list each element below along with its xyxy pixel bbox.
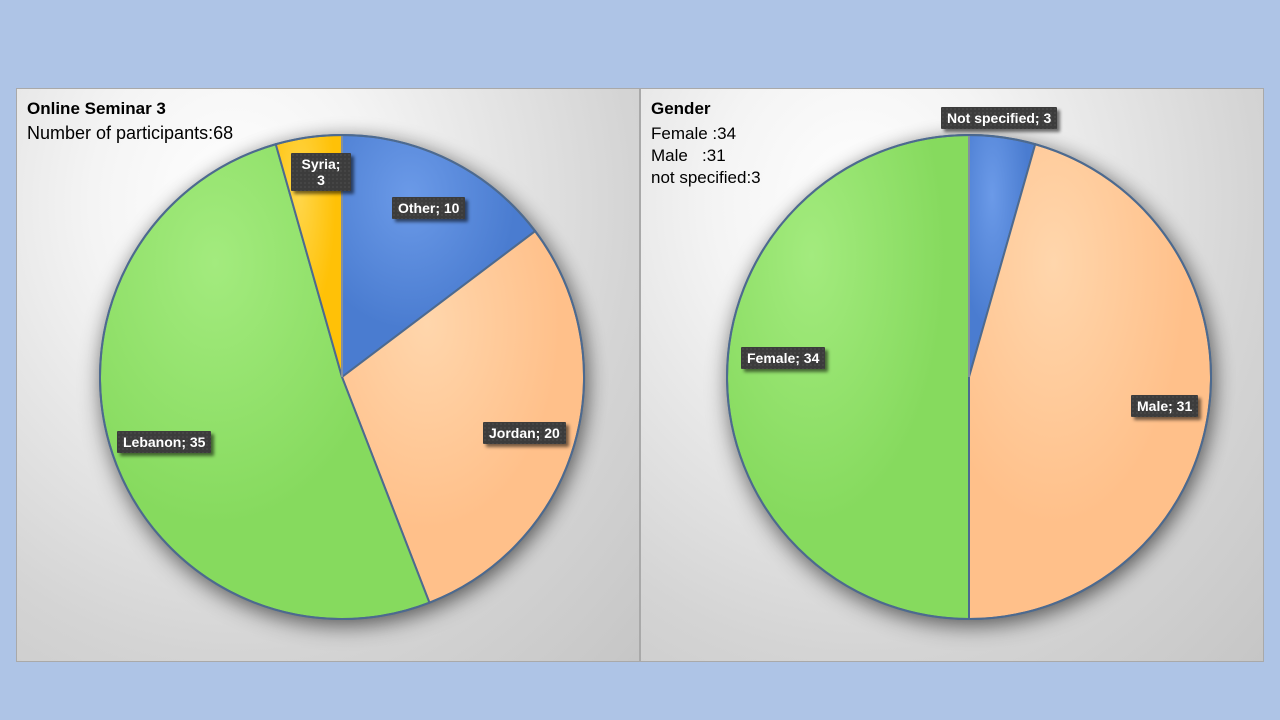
panel-right: Gender Female :34 Male :31 not specified… (640, 88, 1264, 662)
country-pie-chart: Other; 10 Jordan; 20 Lebanon; 35 Syria;3 (17, 89, 639, 661)
slice-label-not-specified: Not specified; 3 (941, 107, 1057, 129)
panel-left: Online Seminar 3 Number of participants:… (16, 88, 640, 662)
pie-slice-female (727, 135, 969, 619)
gender-pie-chart: Not specified; 3 Male; 31 Female; 34 (641, 89, 1263, 661)
slice-label-male: Male; 31 (1131, 395, 1198, 417)
slice-label-other: Other; 10 (392, 197, 465, 219)
slice-label-syria: Syria;3 (291, 153, 351, 191)
slice-label-female: Female; 34 (741, 347, 825, 369)
stage: Online Seminar 3 Number of participants:… (16, 88, 1264, 662)
slice-label-jordan: Jordan; 20 (483, 422, 566, 444)
slice-label-lebanon: Lebanon; 35 (117, 431, 211, 453)
